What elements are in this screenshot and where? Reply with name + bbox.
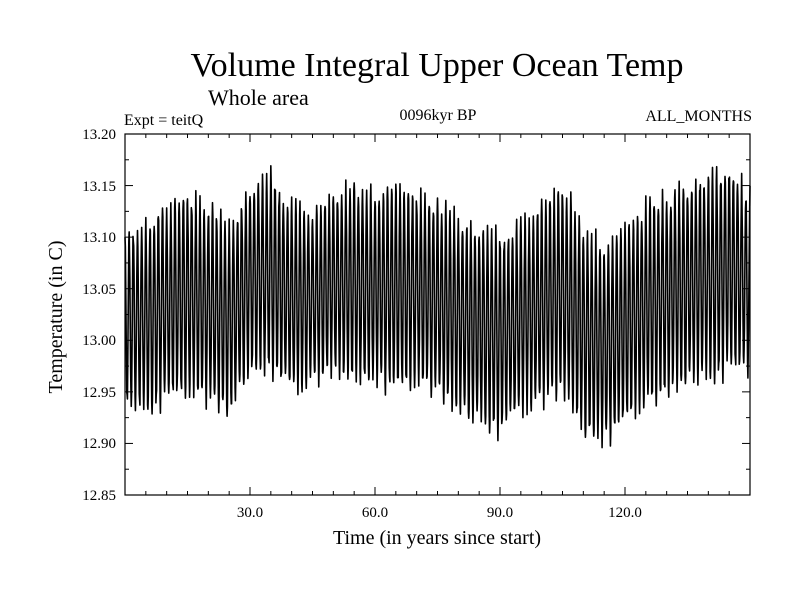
experiment-label: Expt = teitQ [124, 112, 204, 129]
axis-ticks [125, 133, 750, 496]
y-tick-label-13-05: 13.05 [82, 282, 116, 298]
x-axis-label: Time (in years since start) [333, 527, 541, 549]
months-label: ALL_MONTHS [645, 108, 752, 125]
x-tick-labels: 30.0 60.0 90.0 120.0 [237, 505, 642, 521]
series-group [124, 164, 751, 449]
plot-frame [124, 133, 751, 496]
y-tick-label-12-90: 12.90 [82, 436, 116, 452]
chart-title: Volume Integral Upper Ocean Temp [191, 47, 684, 84]
y-tick-label-13-20: 13.20 [82, 127, 116, 143]
y-tick-label-12-85: 12.85 [82, 488, 116, 504]
x-tick-label-60: 60.0 [362, 505, 388, 521]
x-tick-label-30: 30.0 [237, 505, 263, 521]
chart-subtitle: Whole area [208, 85, 309, 110]
y-tick-label-13-10: 13.10 [82, 230, 116, 246]
y-tick-label-13-00: 13.00 [82, 333, 116, 349]
period-label: 0096kyr BP [400, 107, 477, 124]
series-line-temperature [124, 164, 751, 449]
y-tick-label-12-95: 12.95 [82, 385, 116, 401]
y-tick-labels: 12.85 12.90 12.95 13.00 13.05 13.10 13.1… [82, 127, 116, 504]
x-tick-label-90: 90.0 [487, 505, 513, 521]
x-tick-label-120: 120.0 [608, 505, 642, 521]
y-tick-label-13-15: 13.15 [82, 179, 116, 195]
y-axis-label: Temperature (in C) [45, 241, 67, 394]
